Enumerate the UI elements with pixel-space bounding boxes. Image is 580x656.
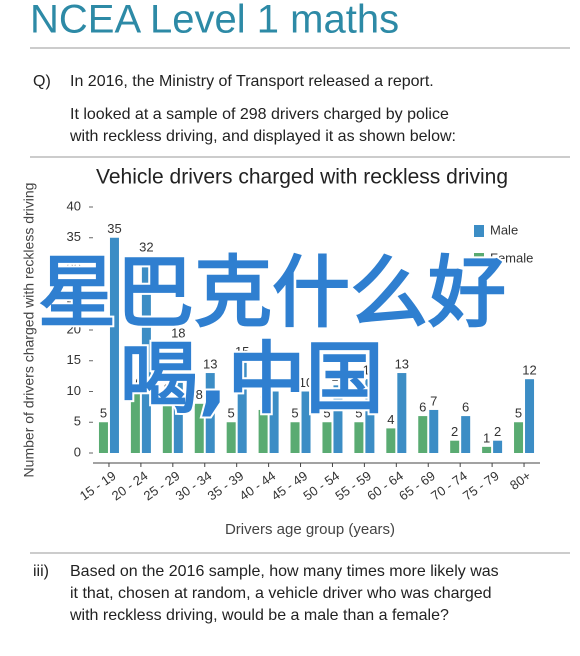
bar	[429, 409, 439, 453]
value-label: 5	[355, 406, 362, 421]
bar	[130, 391, 140, 453]
part-label: iii)	[33, 563, 49, 580]
x-tick-label: 60 - 64	[364, 468, 406, 504]
bar	[354, 422, 364, 453]
value-label: 12	[522, 363, 536, 378]
overlay-text: 喝,中国	[120, 334, 384, 424]
question-label: Q)	[33, 73, 51, 90]
bar	[514, 422, 524, 453]
bar	[482, 446, 492, 453]
legend-swatch	[474, 225, 484, 237]
value-label: 10	[128, 375, 142, 390]
bar	[322, 422, 332, 453]
value-label: 9	[164, 381, 171, 396]
part-line: it that, chosen at random, a vehicle dri…	[70, 585, 492, 602]
value-label: 13	[203, 356, 217, 371]
legend-swatch	[474, 253, 484, 265]
value-label: 11	[331, 369, 345, 384]
bar	[525, 379, 535, 453]
value-label: 12	[363, 363, 377, 378]
bar	[109, 237, 119, 453]
bar	[237, 360, 247, 453]
value-label: 10	[267, 375, 281, 390]
value-label: 10	[299, 375, 313, 390]
value-label: 35	[107, 221, 121, 236]
bar	[141, 256, 151, 453]
value-label: 7	[259, 393, 266, 408]
x-tick-label: 35 - 39	[205, 468, 247, 504]
part-line: with reckless driving, would be a male t…	[69, 607, 449, 624]
question-line: In 2016, the Ministry of Transport relea…	[70, 73, 434, 90]
value-label: 5	[228, 406, 235, 421]
x-tick-label: 15 - 19	[77, 468, 119, 504]
value-label: 6	[419, 400, 426, 415]
value-label: 6	[462, 400, 469, 415]
y-tick-label: 35	[67, 229, 81, 244]
x-tick-label: 80+	[507, 468, 534, 493]
y-tick-label: 5	[74, 414, 81, 429]
value-label: 4	[387, 412, 394, 427]
question-line: It looked at a sample of 298 drivers cha…	[70, 106, 449, 123]
value-label: 5	[100, 406, 107, 421]
value-label: 5	[323, 406, 330, 421]
x-tick-label: 70 - 74	[428, 468, 470, 504]
x-tick-label: 75 - 79	[460, 468, 502, 504]
bar	[162, 397, 172, 453]
x-axis-label: Drivers age group (years)	[225, 521, 395, 538]
x-tick-label: 30 - 34	[173, 468, 215, 504]
header-title: NCEA Level 1 maths	[30, 0, 399, 42]
bar	[493, 440, 503, 453]
part-line: Based on the 2016 sample, how many times…	[70, 563, 499, 580]
y-tick-label: 10	[67, 383, 81, 398]
bar	[205, 373, 215, 453]
chart-title: Vehicle drivers charged with reckless dr…	[96, 166, 508, 189]
x-tick-label: 25 - 29	[141, 468, 183, 504]
legend-label: Male	[490, 222, 518, 237]
value-label: 13	[395, 356, 409, 371]
bar	[258, 409, 268, 453]
value-label: 5	[515, 406, 522, 421]
y-tick-label: 40	[67, 198, 81, 213]
bar	[194, 403, 204, 453]
value-label: 2	[451, 424, 458, 439]
x-tick-label: 55 - 59	[332, 468, 374, 504]
bar	[301, 391, 311, 453]
y-tick-label: 30	[67, 260, 81, 275]
x-tick-label: 40 - 44	[237, 468, 279, 504]
x-tick-label: 50 - 54	[300, 468, 342, 504]
y-axis-label: Number of drivers charged with reckless …	[21, 183, 37, 478]
value-label: 5	[291, 406, 298, 421]
bar	[226, 422, 236, 453]
bar	[461, 416, 471, 453]
x-tick-label: 65 - 69	[396, 468, 438, 504]
value-label: 1	[483, 430, 490, 445]
value-label: 32	[139, 240, 153, 255]
bar	[450, 440, 460, 453]
bar	[290, 422, 300, 453]
legend-label: Female	[490, 250, 533, 265]
y-tick-label: 20	[67, 321, 81, 336]
x-tick-label: 45 - 49	[268, 468, 310, 504]
value-label: 15	[235, 344, 249, 359]
bar	[173, 342, 183, 453]
bar	[365, 379, 375, 453]
bar	[333, 385, 343, 453]
y-tick-label: 15	[67, 352, 81, 367]
bar	[386, 428, 396, 453]
bar	[98, 422, 108, 453]
question-line: with reckless driving, and displayed it …	[69, 128, 456, 145]
y-tick-label: 25	[67, 291, 81, 306]
bar	[269, 391, 279, 453]
value-label: 7	[430, 393, 437, 408]
x-tick-label: 20 - 24	[109, 468, 151, 504]
value-label: 18	[171, 326, 185, 341]
bar	[418, 416, 428, 453]
overlay-text: 星巴克什么好	[38, 248, 506, 338]
value-label: 2	[494, 424, 501, 439]
bar	[397, 373, 407, 453]
value-label: 8	[196, 387, 203, 402]
y-tick-label: 0	[74, 444, 81, 459]
